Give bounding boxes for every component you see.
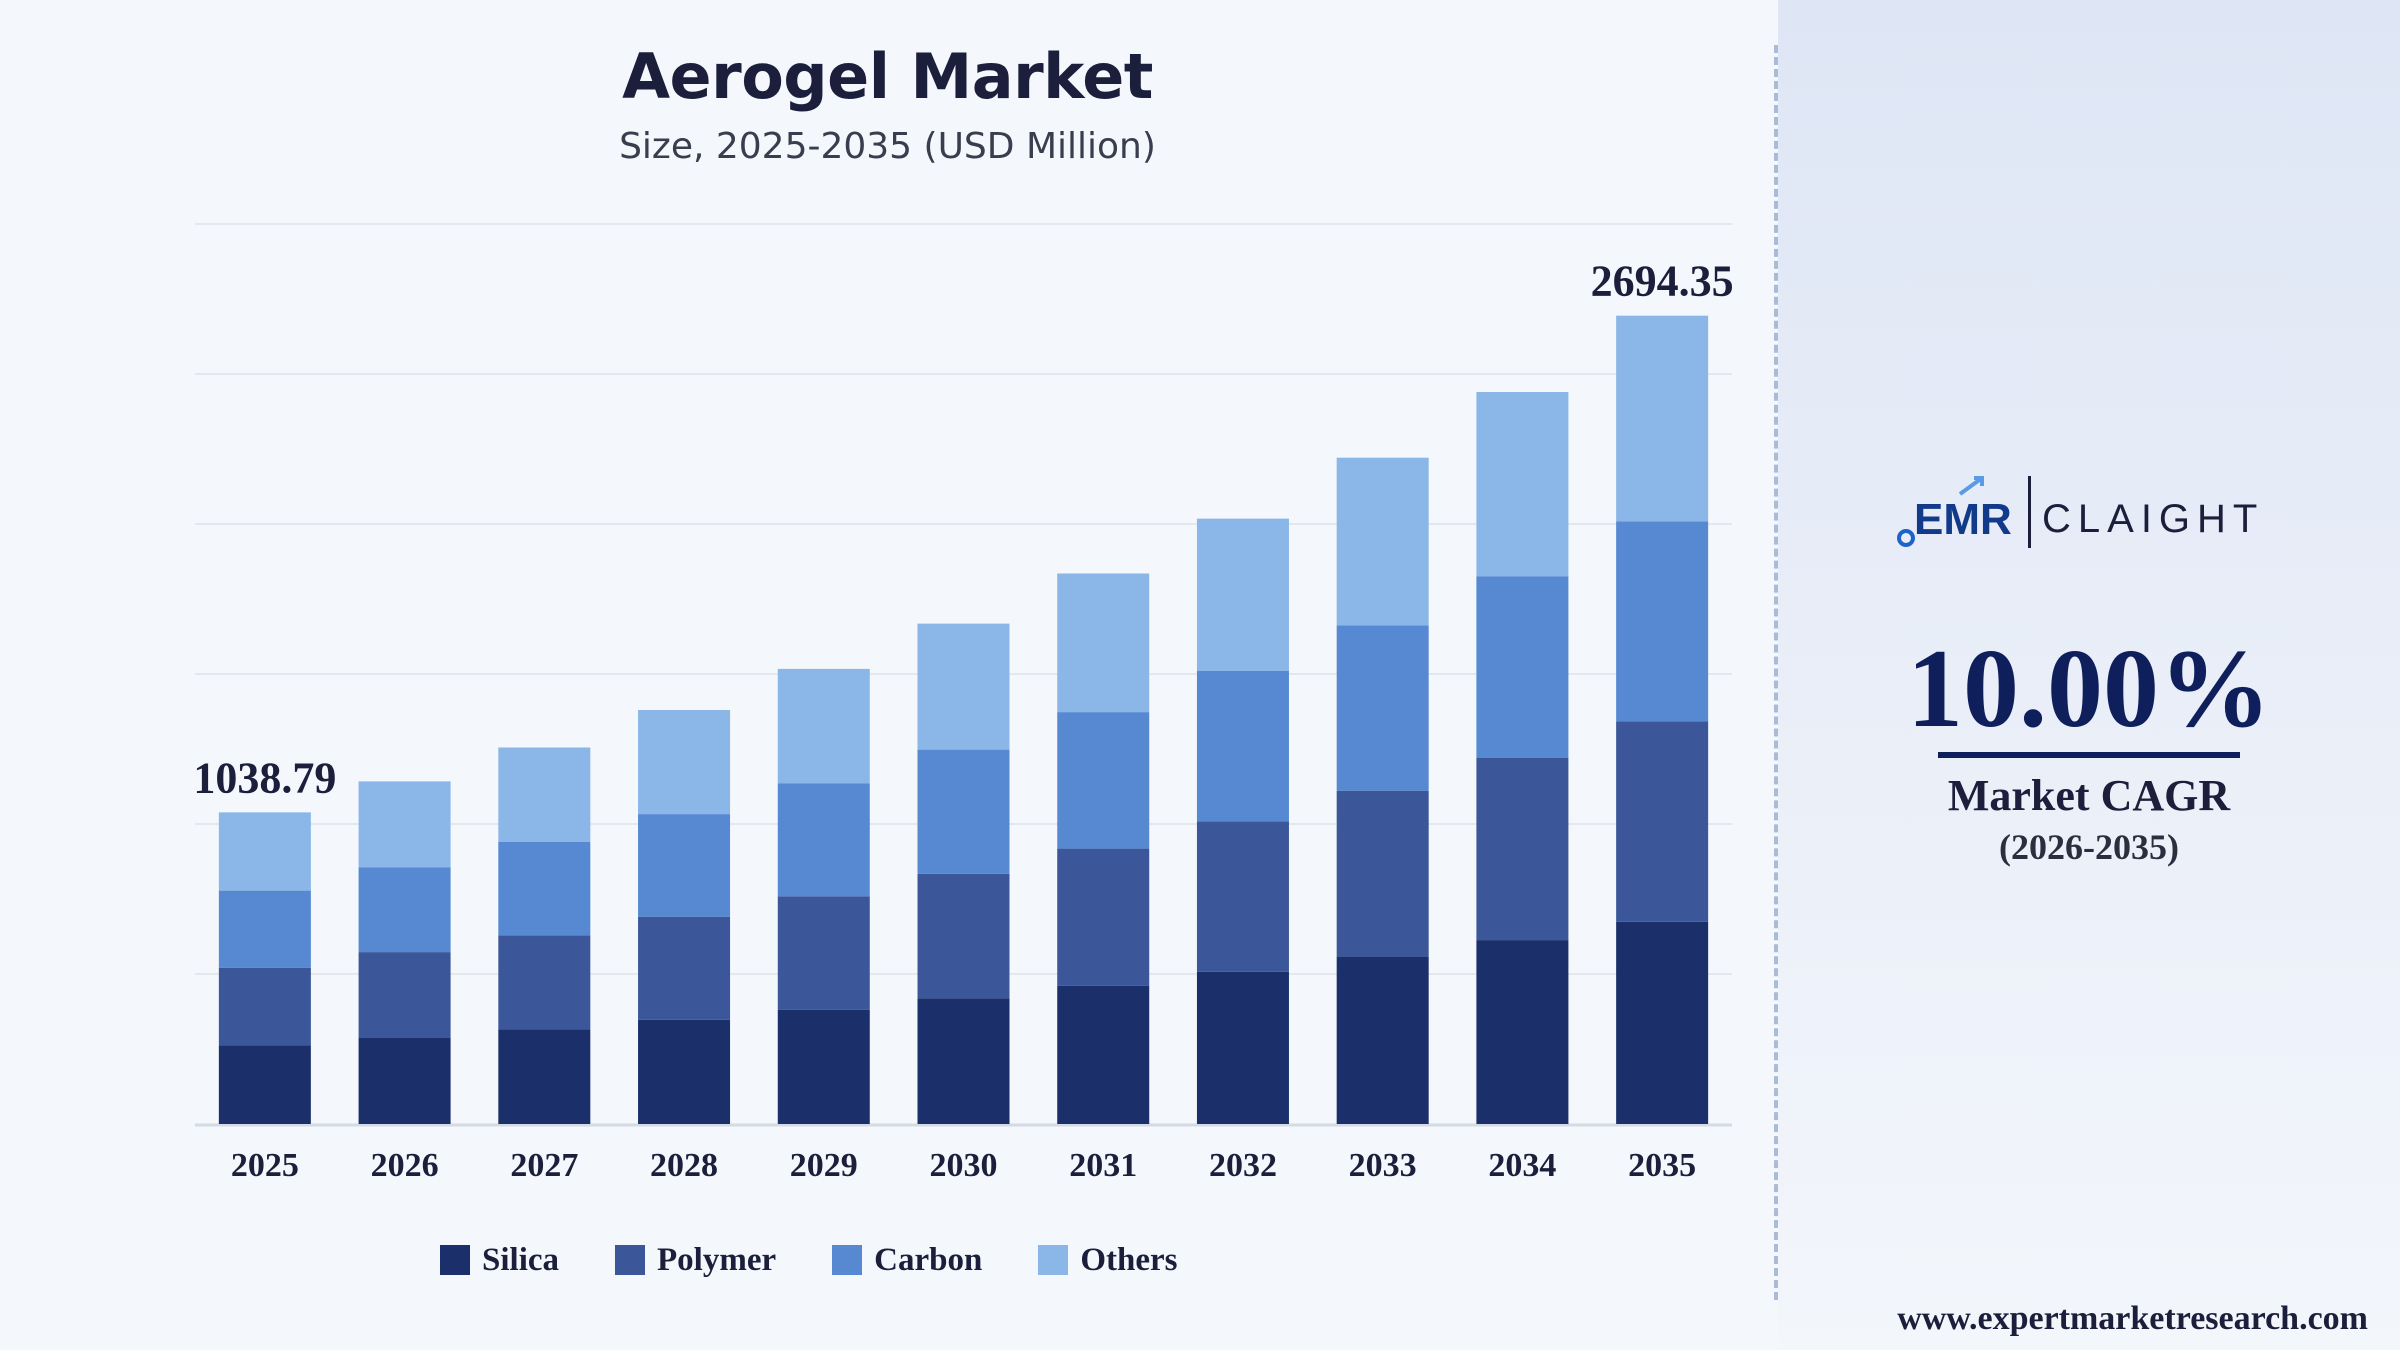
bar-others-2025 — [218, 812, 311, 891]
cagr-value: 10.00% — [1907, 627, 2271, 751]
logo-arrow-icon — [1958, 476, 1984, 496]
logo-emr-text: EMR — [1914, 495, 2012, 544]
bar-polymer-2027 — [498, 935, 591, 1030]
bar-carbon-2031 — [1057, 712, 1150, 849]
bar-others-2028 — [638, 710, 731, 815]
bar-carbon-2027 — [498, 842, 591, 936]
bar-carbon-2032 — [1196, 671, 1289, 822]
x-tick-label: 2034 — [1488, 1147, 1556, 1184]
bar-others-2030 — [917, 623, 1010, 750]
bar-others-2034 — [1476, 392, 1569, 577]
legend-swatch — [440, 1245, 470, 1275]
panel-divider — [1774, 45, 1778, 1300]
bar-silica-2033 — [1336, 956, 1429, 1124]
bar-carbon-2028 — [638, 814, 731, 917]
x-tick-label: 2033 — [1349, 1147, 1417, 1184]
bar-others-2029 — [777, 668, 870, 784]
bar-silica-2035 — [1616, 921, 1709, 1124]
legend-item-silica: Silica — [440, 1242, 559, 1279]
bar-carbon-2035 — [1616, 521, 1709, 722]
bar-polymer-2030 — [917, 873, 1010, 999]
bar-silica-2034 — [1476, 940, 1569, 1124]
side-panel — [1778, 0, 2400, 1350]
bar-silica-2031 — [1057, 985, 1150, 1124]
bar-polymer-2034 — [1476, 758, 1569, 941]
brand-logo: EMR CLAIGHT — [1897, 476, 2264, 548]
legend-swatch — [1038, 1245, 1069, 1275]
x-tick-label: 2032 — [1209, 1147, 1277, 1184]
bar-carbon-2034 — [1476, 576, 1569, 758]
legend-label: Others — [1080, 1241, 1178, 1278]
bar-silica-2030 — [917, 998, 1010, 1124]
data-label-2035: 2694.35 — [1591, 257, 1734, 306]
bar-silica-2028 — [638, 1019, 731, 1124]
chart-panel: Aerogel Market Size, 2025-2035 (USD Mill… — [193, 40, 1734, 1282]
x-tick-label: 2026 — [371, 1147, 439, 1184]
x-tick-label: 2028 — [650, 1147, 718, 1184]
x-tick-label: 2030 — [930, 1147, 998, 1184]
bar-silica-2027 — [498, 1029, 591, 1124]
bar-polymer-2029 — [777, 896, 870, 1010]
bar-carbon-2025 — [218, 890, 311, 968]
logo-claight-text: CLAIGHT — [2042, 497, 2264, 541]
bar-others-2027 — [498, 747, 591, 842]
cagr-period: (2026-2035) — [1999, 827, 2179, 867]
bar-carbon-2033 — [1336, 625, 1429, 791]
chart-title: Aerogel Market — [622, 40, 1153, 113]
cagr-label: Market CAGR — [1947, 771, 2231, 820]
chart-legend: Silica Polymer Carbon Others — [440, 1238, 1233, 1282]
x-tick-label: 2035 — [1628, 1147, 1696, 1184]
logo-dot-icon — [1897, 529, 1915, 547]
bar-carbon-2029 — [777, 783, 870, 897]
legend-label: Polymer — [657, 1241, 777, 1278]
website-link[interactable]: www.expertmarketresearch.com — [1897, 1300, 2368, 1337]
legend-label: Carbon — [874, 1241, 983, 1278]
bar-silica-2026 — [358, 1037, 451, 1124]
bar-others-2031 — [1057, 573, 1150, 713]
bar-silica-2025 — [218, 1045, 311, 1124]
bar-polymer-2026 — [358, 952, 451, 1038]
bar-polymer-2032 — [1196, 821, 1289, 972]
legend-item-polymer: Polymer — [615, 1242, 776, 1279]
legend-item-others: Others — [1038, 1242, 1177, 1279]
bar-polymer-2028 — [638, 916, 731, 1020]
bar-polymer-2031 — [1057, 848, 1150, 986]
chart-subtitle: Size, 2025-2035 (USD Million) — [619, 126, 1156, 167]
bar-silica-2029 — [777, 1009, 870, 1124]
bar-chart: 2025 2026 2027 2028 2029 2030 2031 2032 2033 2034… — [193, 223, 1734, 1184]
cagr-underline — [1938, 752, 2240, 758]
bar-polymer-2035 — [1616, 721, 1709, 922]
bar-others-2033 — [1336, 457, 1429, 626]
bar-silica-2032 — [1196, 971, 1289, 1124]
bar-polymer-2025 — [218, 967, 311, 1046]
bar-others-2026 — [358, 781, 451, 868]
x-tick-label: 2031 — [1069, 1147, 1137, 1184]
legend-label: Silica — [482, 1241, 560, 1278]
logo-separator — [2028, 476, 2031, 548]
x-tick-label: 2029 — [790, 1147, 858, 1184]
x-tick-label: 2027 — [510, 1147, 578, 1184]
legend-swatch — [832, 1245, 863, 1275]
legend-item-carbon: Carbon — [832, 1242, 982, 1279]
bar-carbon-2030 — [917, 749, 1010, 874]
legend-swatch — [615, 1245, 646, 1275]
bar-polymer-2033 — [1336, 790, 1429, 957]
bar-others-2035 — [1616, 315, 1709, 522]
x-tick-label: 2025 — [231, 1147, 299, 1184]
bar-others-2032 — [1196, 518, 1289, 671]
data-label-2025: 1038.79 — [193, 753, 336, 802]
bar-carbon-2026 — [358, 867, 451, 953]
